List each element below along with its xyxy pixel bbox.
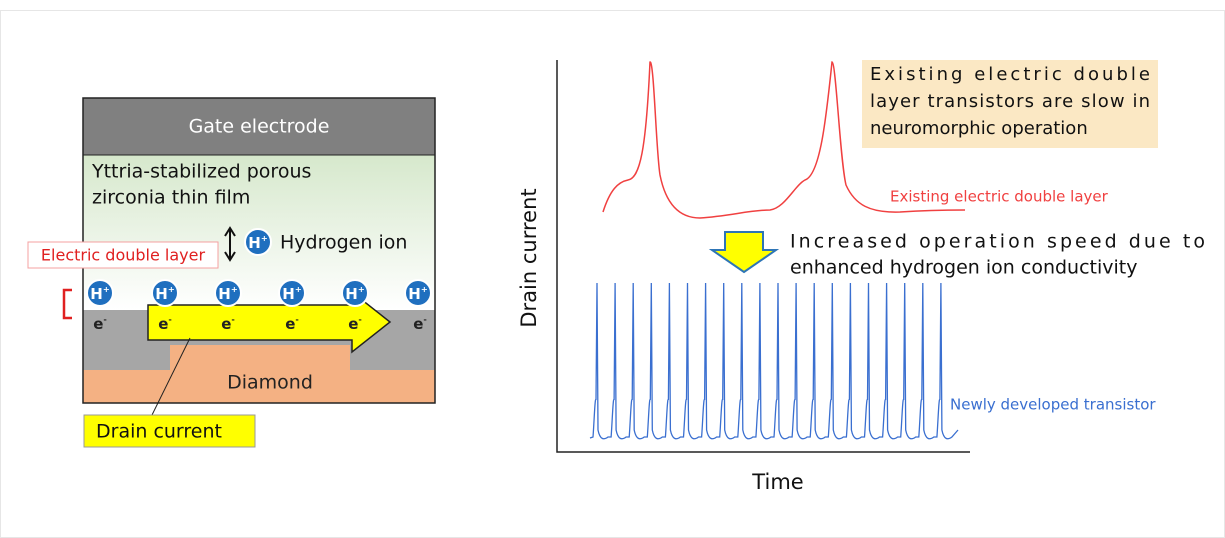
- symbol-base: e: [93, 315, 103, 333]
- ion: [86, 279, 114, 307]
- symbol-base: H: [408, 285, 421, 303]
- symbol-base: H: [218, 285, 231, 303]
- symbol: e-: [93, 313, 107, 332]
- symbol: e-: [348, 313, 362, 332]
- ion: [341, 279, 369, 307]
- symbol-sup: +: [358, 283, 365, 293]
- callout-line: layer transistors are slow in: [870, 91, 1150, 112]
- symbol-sup: +: [421, 283, 428, 293]
- symbol-base: e: [158, 315, 168, 333]
- symbol-sup: +: [103, 283, 110, 293]
- ion: [404, 279, 432, 307]
- symbol-sup: -: [295, 313, 298, 323]
- symbol: H+: [282, 283, 302, 302]
- symbol-base: H: [248, 234, 261, 252]
- symbol-base: e: [348, 315, 358, 333]
- symbol-sup: -: [231, 313, 234, 323]
- ion: [244, 228, 272, 256]
- symbol: H+: [248, 232, 268, 251]
- symbol: e-: [221, 313, 235, 332]
- substrate-label: Diamond: [227, 372, 313, 394]
- symbol: H+: [345, 283, 365, 302]
- ion-label: Hydrogen ion: [280, 232, 407, 254]
- callout-box: [862, 60, 1158, 148]
- symbol-sup: +: [231, 283, 238, 293]
- film-label: Yttria-stabilized porous: [91, 161, 311, 183]
- symbol: e-: [413, 313, 427, 332]
- pointer-line: [151, 337, 191, 416]
- symbol-base: e: [285, 315, 295, 333]
- ion-arrow: [224, 226, 236, 262]
- symbol: e-: [285, 313, 299, 332]
- symbol-base: H: [90, 285, 103, 303]
- symbol: H+: [218, 283, 238, 302]
- drain-label: Drain current: [96, 421, 222, 443]
- ion: [151, 279, 179, 307]
- x-axis-label: Time: [751, 470, 803, 494]
- speedup-line: enhanced hydrogen ion conductivity: [790, 257, 1137, 279]
- ion: [214, 279, 242, 307]
- symbol-sup: +: [168, 283, 175, 293]
- symbol-sup: -: [423, 313, 426, 323]
- drain-box: [83, 414, 256, 448]
- symbol-base: H: [345, 285, 358, 303]
- symbol-base: e: [221, 315, 231, 333]
- edl-label: Electric double layer: [41, 246, 206, 265]
- symbol-base: e: [413, 315, 423, 333]
- speedup-line: Increased operation speed due to: [790, 231, 1205, 253]
- axes: [556, 60, 970, 453]
- callout-line: Existing electric double: [870, 64, 1150, 85]
- edl-box: [27, 241, 219, 269]
- edl-bracket: [62, 288, 72, 320]
- film-label: zirconia thin film: [92, 187, 250, 209]
- callout-line: neuromorphic operation: [870, 118, 1088, 139]
- existing-waveform: [602, 61, 966, 219]
- symbol: H+: [408, 283, 428, 302]
- symbol: H+: [90, 283, 110, 302]
- symbol-sup: -: [358, 313, 361, 323]
- gate-layer: [83, 98, 435, 155]
- symbol: H+: [155, 283, 175, 302]
- symbol-base: H: [282, 285, 295, 303]
- symbol-base: H: [155, 285, 168, 303]
- new-label: Newly developed transistor: [950, 396, 1156, 414]
- speed-arrow: [708, 231, 780, 274]
- ion: [278, 279, 306, 307]
- new-waveform: [589, 282, 959, 440]
- gate-label: Gate electrode: [189, 116, 330, 138]
- symbol-sup: +: [295, 283, 302, 293]
- symbol-sup: -: [168, 313, 171, 323]
- y-axis-label: Drain current: [517, 188, 541, 327]
- symbol-sup: +: [261, 232, 268, 242]
- symbol-sup: -: [103, 313, 106, 323]
- existing-label: Existing electric double layer: [890, 188, 1109, 206]
- symbol: e-: [158, 313, 172, 332]
